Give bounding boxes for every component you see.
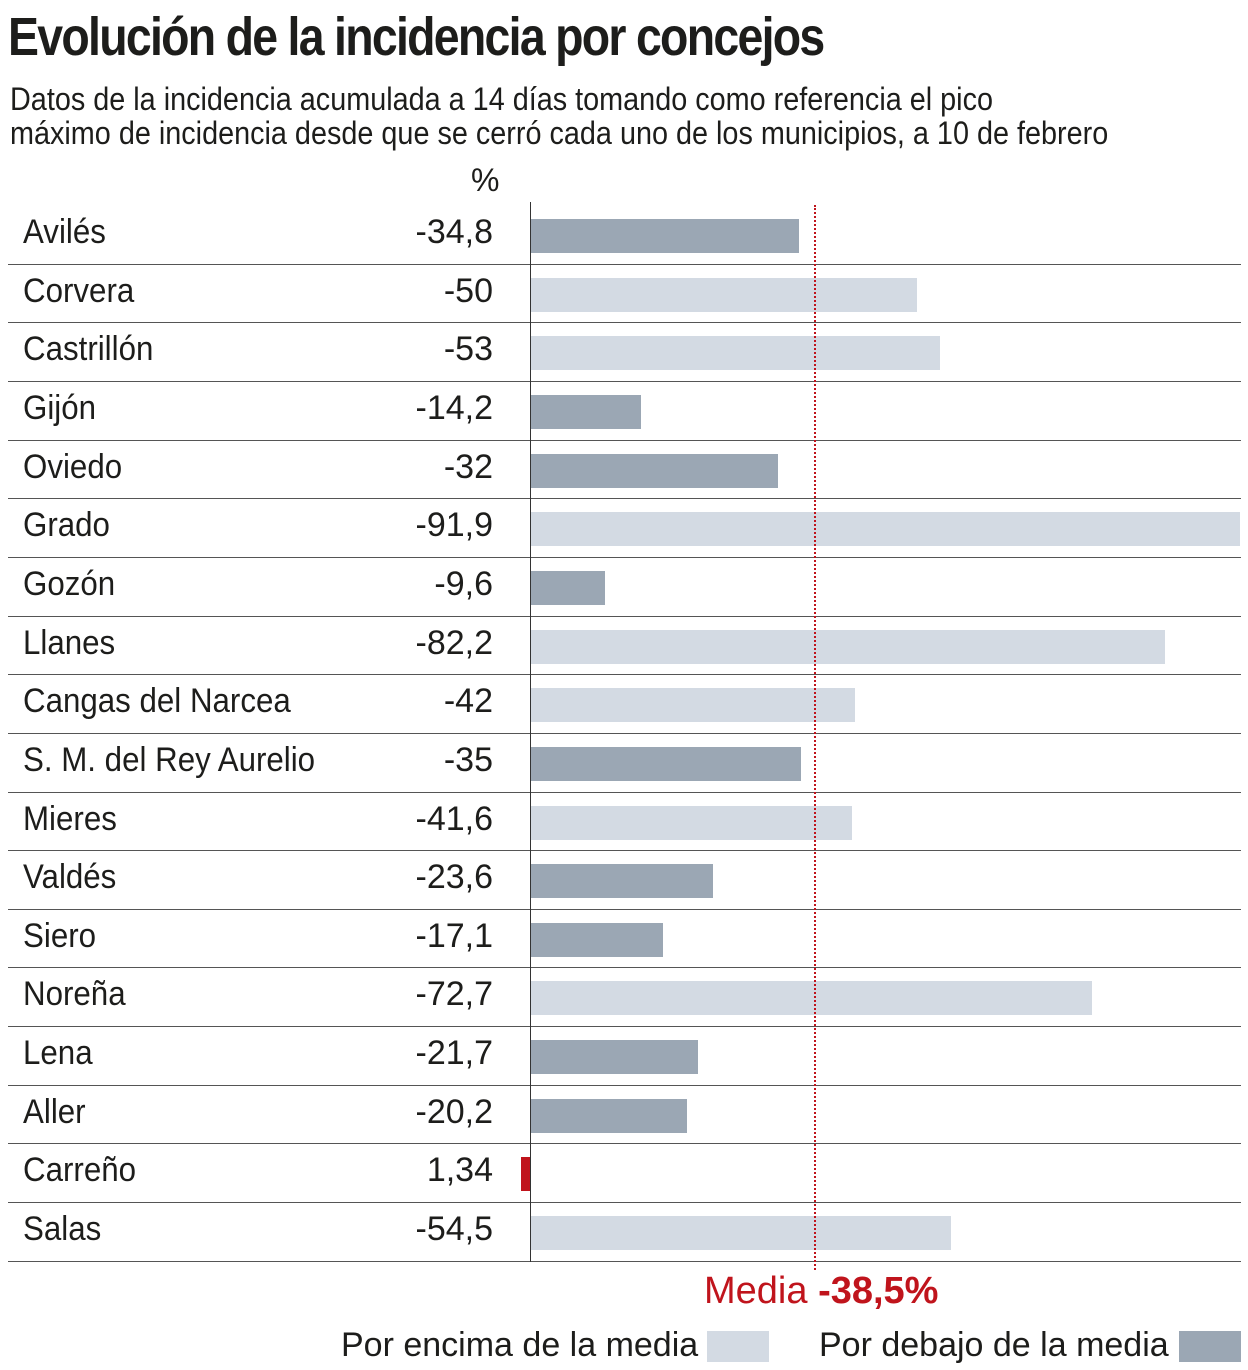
bar <box>531 336 940 371</box>
value-label: -20,2 <box>415 1092 494 1131</box>
chart-title: Evolución de la incidencia por concejos <box>8 7 825 67</box>
legend-swatch-above <box>707 1331 769 1362</box>
bar <box>531 805 852 840</box>
row-separator <box>8 1261 1241 1262</box>
value-label: -23,6 <box>415 858 494 897</box>
bar <box>531 629 1166 664</box>
category-label: Cangas del Narcea <box>23 682 291 721</box>
category-label: S. M. del Rey Aurelio <box>23 740 316 779</box>
row-separator <box>8 1202 1241 1203</box>
row-separator <box>8 792 1241 793</box>
media-value: -38,5% <box>818 1270 939 1312</box>
category-label: Carreño <box>23 1151 137 1190</box>
value-label: -42 <box>443 682 493 721</box>
category-label: Avilés <box>23 213 106 251</box>
value-label: -53 <box>443 330 493 369</box>
value-label: -17,1 <box>415 916 494 955</box>
media-reference-line <box>814 205 817 1270</box>
bar <box>531 219 800 253</box>
unit-label: % <box>471 162 500 198</box>
bar <box>531 1098 687 1133</box>
row-separator <box>8 381 1241 382</box>
category-label: Noreña <box>23 975 126 1014</box>
row-separator <box>8 557 1241 558</box>
row-separator <box>8 498 1241 499</box>
category-label: Gijón <box>23 388 97 427</box>
value-label: -34,8 <box>415 213 494 251</box>
category-label: Grado <box>23 506 110 545</box>
category-label: Llanes <box>23 623 116 662</box>
value-label: -50 <box>443 271 493 310</box>
bar <box>531 512 1240 547</box>
category-label: Valdés <box>23 858 117 897</box>
bar <box>531 746 802 781</box>
row-separator <box>8 1143 1241 1144</box>
category-label: Siero <box>23 916 97 955</box>
bar <box>531 570 606 605</box>
bar <box>531 1216 952 1251</box>
row-separator <box>8 674 1241 675</box>
row-separator <box>8 967 1241 968</box>
legend-label-above: Por encima de la media <box>341 1326 699 1364</box>
value-label: -9,6 <box>434 564 493 603</box>
bar <box>531 688 856 723</box>
bar <box>520 1157 531 1192</box>
row-separator <box>8 909 1241 910</box>
bar <box>531 922 663 957</box>
row-separator <box>8 616 1241 617</box>
bar <box>531 453 778 488</box>
row-separator <box>8 440 1241 441</box>
row-separator <box>8 1085 1241 1086</box>
value-label: -82,2 <box>415 623 494 662</box>
category-label: Oviedo <box>23 447 123 486</box>
category-label: Gozón <box>23 564 116 603</box>
row-separator <box>8 850 1241 851</box>
row-separator <box>8 322 1241 323</box>
legend-label-below: Por debajo de la media <box>819 1326 1169 1364</box>
media-annotation: Media -38,5% <box>704 1270 938 1313</box>
category-label: Aller <box>23 1092 86 1131</box>
category-label: Mieres <box>23 799 117 838</box>
bar <box>531 277 917 312</box>
bar <box>531 394 641 429</box>
category-label: Lena <box>23 1034 93 1073</box>
zero-axis <box>530 202 531 1262</box>
legend-swatch-below <box>1179 1331 1241 1362</box>
value-label: 1,34 <box>426 1151 493 1190</box>
row-separator <box>8 1026 1241 1027</box>
row-separator <box>8 264 1241 265</box>
value-label: -72,7 <box>415 975 494 1014</box>
category-label: Castrillón <box>23 330 154 369</box>
media-label: Media <box>704 1270 808 1312</box>
chart-subtitle-line-1: Datos de la incidencia acumulada a 14 dí… <box>10 81 993 117</box>
bar <box>531 1040 699 1075</box>
row-separator <box>8 733 1241 734</box>
category-label: Corvera <box>23 271 135 310</box>
value-label: -91,9 <box>415 506 494 545</box>
bar <box>531 981 1092 1016</box>
value-label: -32 <box>443 447 493 486</box>
value-label: -54,5 <box>415 1210 494 1249</box>
bar <box>531 864 714 899</box>
value-label: -41,6 <box>415 799 494 838</box>
category-label: Salas <box>23 1210 102 1249</box>
value-label: -21,7 <box>415 1034 494 1073</box>
value-label: -35 <box>443 740 493 779</box>
chart-subtitle-line-2: máximo de incidencia desde que se cerró … <box>10 115 1109 151</box>
value-label: -14,2 <box>415 388 494 427</box>
